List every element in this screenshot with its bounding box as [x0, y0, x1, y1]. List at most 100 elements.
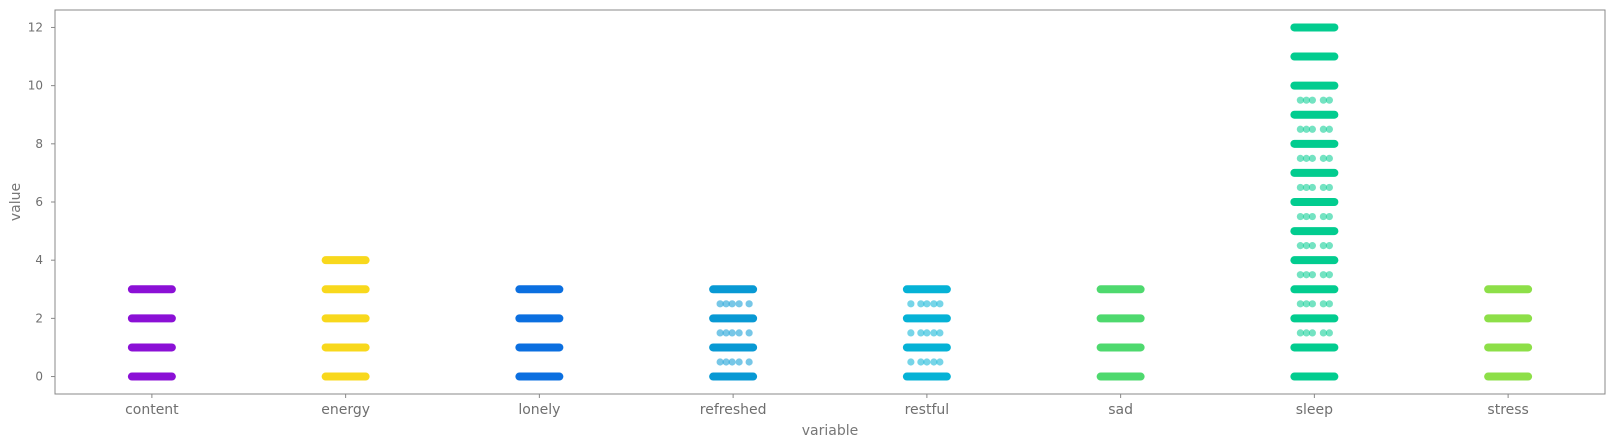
- x-tick-label: lonely: [518, 402, 560, 418]
- x-axis: content energy lonely refreshed restful sad sl…: [125, 394, 1529, 418]
- strip-point: [1308, 329, 1316, 337]
- strip-point: [1296, 154, 1304, 162]
- y-axis-title: value: [8, 183, 24, 221]
- x-tick-label: stress: [1487, 402, 1528, 418]
- strip-point: [1302, 329, 1310, 337]
- strip-point: [923, 329, 931, 337]
- strip-point: [722, 329, 730, 337]
- y-tick-label: 12: [28, 20, 43, 34]
- series-lonely: [515, 285, 564, 381]
- strip-point: [745, 300, 753, 308]
- x-tick-label: restful: [905, 402, 950, 418]
- strip-point: [716, 300, 724, 308]
- plot-frame: [54, 9, 1606, 395]
- strip-point: [1302, 212, 1310, 221]
- series-content: [127, 285, 176, 381]
- strip-point: [1319, 154, 1327, 162]
- strip-point: [1308, 125, 1316, 133]
- strip-point: [1308, 183, 1316, 192]
- strip-point: [1325, 212, 1333, 221]
- strip-point: [745, 358, 753, 366]
- strip-point: [1325, 183, 1333, 192]
- strip-point: [716, 329, 724, 337]
- strip-point: [1296, 329, 1304, 337]
- y-tick-label: 6: [35, 195, 43, 209]
- strip-point: [1308, 96, 1316, 104]
- strip-point: [907, 300, 915, 308]
- strip-point: [1302, 154, 1310, 162]
- strip-point: [1296, 271, 1304, 279]
- strip-point: [745, 329, 753, 337]
- x-tick-label: content: [125, 402, 179, 418]
- strip-point: [930, 329, 938, 337]
- strip-point: [728, 300, 736, 308]
- strip-point: [936, 329, 944, 337]
- strip-point: [936, 358, 944, 366]
- strip-point: [1319, 212, 1327, 221]
- strip-point: [1302, 242, 1310, 250]
- strip-point: [917, 358, 925, 366]
- strip-point: [1302, 183, 1310, 192]
- strip-point: [1325, 154, 1333, 162]
- strip-point: [1302, 300, 1310, 308]
- strip-point: [735, 329, 743, 337]
- strip-point: [1308, 242, 1316, 250]
- strip-point: [722, 300, 730, 308]
- strip-point: [907, 358, 915, 366]
- strip-point: [1308, 271, 1316, 279]
- strip-point: [1319, 271, 1327, 279]
- strip-point: [1302, 125, 1310, 133]
- y-tick-label: 8: [35, 137, 43, 151]
- y-tick-label: 0: [35, 370, 43, 384]
- strip-point: [930, 300, 938, 308]
- strip-point: [1296, 300, 1304, 308]
- y-axis: 0 2 4 6 8 10 12: [28, 20, 55, 384]
- strip-point: [1325, 300, 1333, 308]
- series-restful: [902, 285, 951, 381]
- strip-point: [1319, 96, 1327, 104]
- strip-point: [923, 300, 931, 308]
- strip-point: [735, 358, 743, 366]
- strip-point: [1302, 271, 1310, 279]
- data-marks: [127, 23, 1533, 381]
- x-tick-label: sad: [1108, 402, 1133, 418]
- series-sad: [1096, 285, 1145, 381]
- strip-point: [936, 300, 944, 308]
- strip-point: [923, 358, 931, 366]
- strip-point: [1308, 300, 1316, 308]
- strip-point: [1319, 329, 1327, 337]
- strip-point: [728, 358, 736, 366]
- strip-point: [1296, 96, 1304, 104]
- strip-point: [1325, 125, 1333, 133]
- strip-point: [1325, 242, 1333, 250]
- strip-point: [1325, 271, 1333, 279]
- strip-point: [1296, 212, 1304, 221]
- strip-point: [917, 329, 925, 337]
- strip-point: [917, 300, 925, 308]
- y-tick-label: 10: [28, 79, 43, 93]
- strip-point: [1325, 329, 1333, 337]
- strip-point: [1296, 183, 1304, 192]
- strip-point: [1325, 96, 1333, 104]
- strip-point: [930, 358, 938, 366]
- series-stress: [1484, 285, 1533, 381]
- strip-point: [716, 358, 724, 366]
- strip-point: [907, 329, 915, 337]
- x-tick-label: refreshed: [700, 402, 767, 418]
- strip-point: [1302, 96, 1310, 104]
- strip-point: [1308, 154, 1316, 162]
- series-sleep: [1290, 23, 1339, 381]
- strip-point: [1296, 242, 1304, 250]
- strip-point: [722, 358, 730, 366]
- x-axis-title: variable: [802, 423, 858, 439]
- series-refreshed: [709, 285, 758, 381]
- strip-point: [1319, 242, 1327, 250]
- x-tick-label: sleep: [1296, 402, 1333, 418]
- strip-point: [728, 329, 736, 337]
- strip-point: [1319, 125, 1327, 133]
- strip-point: [1308, 212, 1316, 221]
- strip-point: [1319, 183, 1327, 192]
- y-tick-label: 2: [35, 311, 43, 325]
- strip-point: [735, 300, 743, 308]
